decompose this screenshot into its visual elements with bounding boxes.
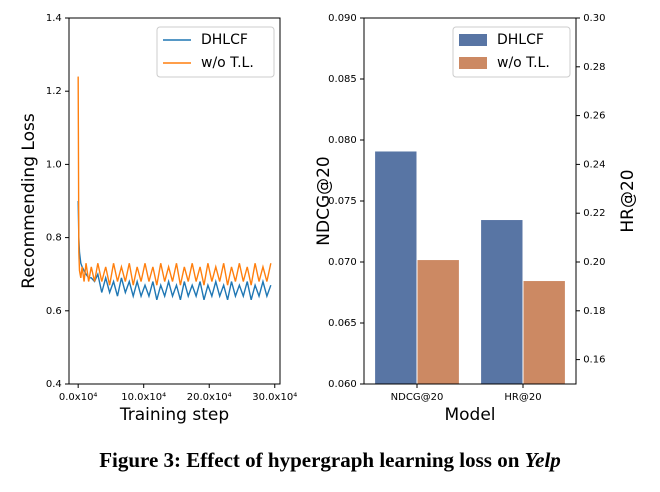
legend-label: DHLCF xyxy=(497,32,544,48)
legend-label: DHLCF xyxy=(201,32,248,48)
y-tick-label: 0.24 xyxy=(583,159,605,170)
caption-emphasis: Yelp xyxy=(524,448,561,472)
loss-line xyxy=(77,76,272,286)
legend-swatch xyxy=(459,34,487,46)
y-tick-label: 1.0 xyxy=(46,159,62,170)
figure: 0.4 0.6 0.8 1.0 1.2 1.4 0.0x10⁴ 10.0x10⁴ 20.0x10… xyxy=(19,13,638,425)
y-tick-label: 0.20 xyxy=(583,257,605,268)
plot-frame xyxy=(363,17,577,385)
y-tick-label: 0.6 xyxy=(46,306,62,317)
y-tick-label: 1.2 xyxy=(46,86,62,97)
x-tick-label: 20.0x10⁴ xyxy=(187,392,232,403)
y-tick-label: 0.090 xyxy=(328,13,357,24)
y-tick-label: 0.16 xyxy=(583,355,605,366)
y-tick-label: 0.8 xyxy=(46,233,62,244)
legend-swatch xyxy=(459,57,487,69)
y-axis-label: NDCG@20 xyxy=(314,156,334,245)
y-tick-label: 0.060 xyxy=(328,379,357,390)
y-tick-label: 0.28 xyxy=(583,62,605,73)
bar xyxy=(374,150,418,385)
y-tick-label: 0.080 xyxy=(328,135,357,146)
legend-label: w/o T.L. xyxy=(201,55,254,71)
caption: Figure 3: Effect of hypergraph learning … xyxy=(0,448,660,473)
y-tick-label: 1.4 xyxy=(46,13,62,24)
x-axis-label: Training step xyxy=(119,405,229,425)
y-tick-label: 0.30 xyxy=(583,13,605,24)
x-tick-label: 10.0x10⁴ xyxy=(121,392,166,403)
bar xyxy=(416,259,460,385)
bar xyxy=(522,280,566,385)
caption-text: Figure 3: Effect of hypergraph learning … xyxy=(99,448,525,472)
y-tick-label: 0.4 xyxy=(46,379,62,390)
y-tick-label: 0.22 xyxy=(583,208,605,219)
loss-line xyxy=(77,200,272,301)
y-tick-label: 0.075 xyxy=(328,196,357,207)
x-tick-label: NDCG@20 xyxy=(391,392,444,403)
x-tick-label: 30.0x10⁴ xyxy=(252,392,297,403)
y-tick-label: 0.070 xyxy=(328,257,357,268)
x-tick-label: 0.0x10⁴ xyxy=(59,392,98,403)
y-tick-label: 0.085 xyxy=(328,74,357,85)
x-tick-label: HR@20 xyxy=(504,392,541,403)
plot-frame xyxy=(68,17,281,385)
bar xyxy=(480,219,524,385)
y-tick-label: 0.26 xyxy=(583,111,605,122)
y-tick-label: 0.065 xyxy=(328,318,357,329)
y2-axis-label: HR@20 xyxy=(618,169,638,232)
y-tick-label: 0.18 xyxy=(583,306,605,317)
legend-label: w/o T.L. xyxy=(497,55,550,71)
y-axis-label: Recommending Loss xyxy=(19,113,39,289)
x-axis-label: Model xyxy=(444,405,495,425)
